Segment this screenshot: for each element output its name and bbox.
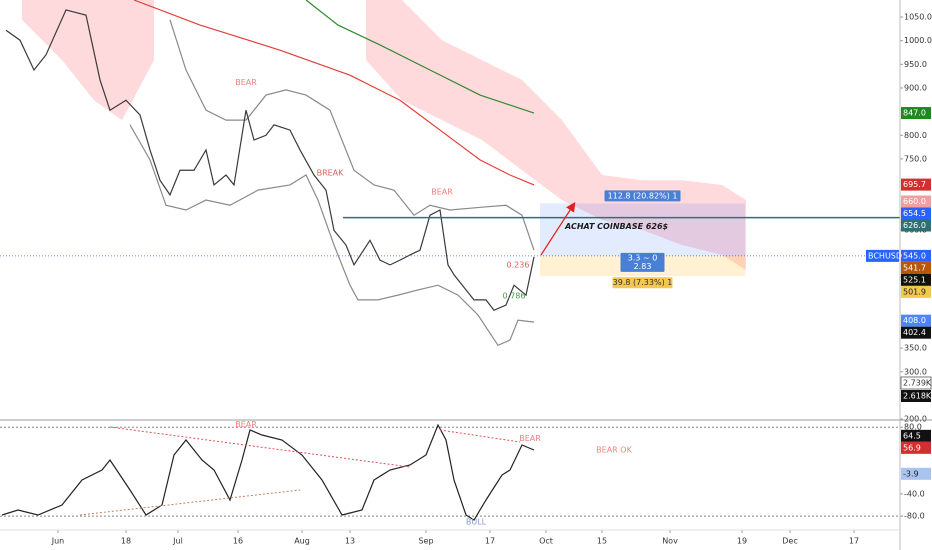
stop-label: 39.8 (7.33%) 1 — [613, 278, 673, 287]
y-tick-label: 1000.0 — [904, 36, 932, 45]
annotation: BREAK — [317, 169, 345, 178]
trendline — [79, 489, 301, 516]
price-tag — [901, 441, 931, 454]
x-tick-label: Sep — [418, 537, 433, 546]
series-line — [129, 124, 535, 347]
y-tick-label: 800.0 — [904, 131, 927, 140]
x-tick-label: Nov — [662, 537, 678, 546]
price-tag-label: 847.0 — [903, 109, 926, 118]
price-tag-label: 2.739K — [903, 379, 932, 388]
annotation: BEAR — [519, 434, 541, 443]
series-line — [169, 19, 535, 251]
y-tick-label: -40.0 — [904, 489, 925, 498]
symbol-label: BCHUSD — [868, 251, 902, 260]
price-tag — [901, 178, 931, 191]
price-tag — [901, 285, 931, 298]
price-tag-label: 660.0 — [903, 197, 926, 206]
x-tick-label: 13 — [345, 537, 355, 546]
annotation: BULL — [466, 518, 487, 527]
x-tick-label: 15 — [597, 537, 607, 546]
y-tick-label: 350.0 — [904, 344, 927, 353]
series-line — [1, 423, 535, 521]
series-line — [133, 0, 535, 186]
y-tick-label: 950.0 — [904, 60, 927, 69]
trendline — [109, 426, 411, 468]
series-line — [5, 9, 535, 312]
price-tag-label: 545.0 — [903, 251, 926, 260]
price-tag — [901, 273, 931, 286]
series-line — [305, 0, 535, 114]
price-tag-label: 501.9 — [903, 287, 926, 296]
horizontal-line-label: ACHAT COINBASE 626$ — [564, 222, 669, 231]
annotation: BEAR — [235, 78, 257, 87]
stop-label-box — [612, 277, 673, 289]
x-tick-label: Jul — [172, 537, 183, 546]
price-tag-label: 654.5 — [903, 209, 926, 218]
target-label: 112.8 (20.82%) 1 — [608, 191, 678, 200]
y-tick-label: 200.0 — [904, 415, 927, 424]
cloud — [22, 0, 154, 121]
y-tick-label: -80.0 — [904, 512, 925, 521]
price-tag — [901, 390, 931, 402]
price-tag — [900, 376, 932, 390]
price-tag-label: 64.5 — [903, 431, 921, 440]
annotation: BEAR — [431, 188, 453, 197]
cloud — [366, 0, 746, 271]
price-tag-label: 525.1 — [903, 275, 926, 284]
price-tag — [901, 261, 931, 274]
x-tick-label: 17 — [485, 537, 495, 546]
x-tick-label: 19 — [737, 537, 747, 546]
price-tag — [901, 219, 931, 232]
annotation: BEAR OK — [596, 446, 632, 455]
price-tag-label: 402.4 — [903, 328, 926, 337]
y-tick-label: 750.0 — [904, 154, 927, 163]
y-tick-label: 300.0 — [904, 367, 927, 376]
x-tick-label: Aug — [294, 537, 310, 546]
price-tag-label: 695.7 — [903, 180, 926, 189]
center-label: 2.83 — [634, 262, 652, 271]
x-tick-label: Dec — [782, 537, 797, 546]
x-tick-label: Jun — [51, 537, 65, 546]
annotation: 0.236 — [507, 260, 530, 269]
price-tag-label: 408.0 — [903, 316, 926, 325]
x-tick-label: Oct — [539, 537, 553, 546]
price-tag — [901, 107, 931, 120]
x-tick-label: 16 — [233, 537, 243, 546]
y-tick-label: 1050.0 — [904, 13, 932, 22]
price-tag — [901, 249, 931, 262]
price-tag — [901, 326, 931, 339]
center-label-box — [620, 252, 665, 272]
price-tag-label: 541.7 — [903, 263, 926, 272]
price-tag-label: -3.9 — [903, 469, 919, 478]
price-tag — [901, 429, 931, 442]
symbol-tag — [866, 249, 899, 262]
price-tag-label: 56.9 — [903, 443, 921, 452]
annotation: 0.786 — [503, 292, 526, 301]
trendline — [439, 429, 521, 443]
price-tag — [901, 207, 931, 220]
annotation: BEAR — [235, 420, 257, 429]
x-tick-label: 18 — [121, 537, 131, 546]
y-tick-label: 900.0 — [904, 83, 927, 92]
target-label-box — [604, 190, 681, 202]
price-tag — [901, 195, 931, 208]
price-tag — [901, 314, 931, 327]
price-tag — [901, 467, 931, 480]
price-tag-label: 2.618K — [903, 392, 932, 401]
price-tag-label: 626.0 — [903, 221, 926, 230]
center-label: 3.3 ~ 0 — [628, 253, 658, 262]
arrow — [540, 201, 576, 256]
x-tick-label: 17 — [849, 537, 859, 546]
y-tick-label: 80.0 — [904, 423, 922, 432]
